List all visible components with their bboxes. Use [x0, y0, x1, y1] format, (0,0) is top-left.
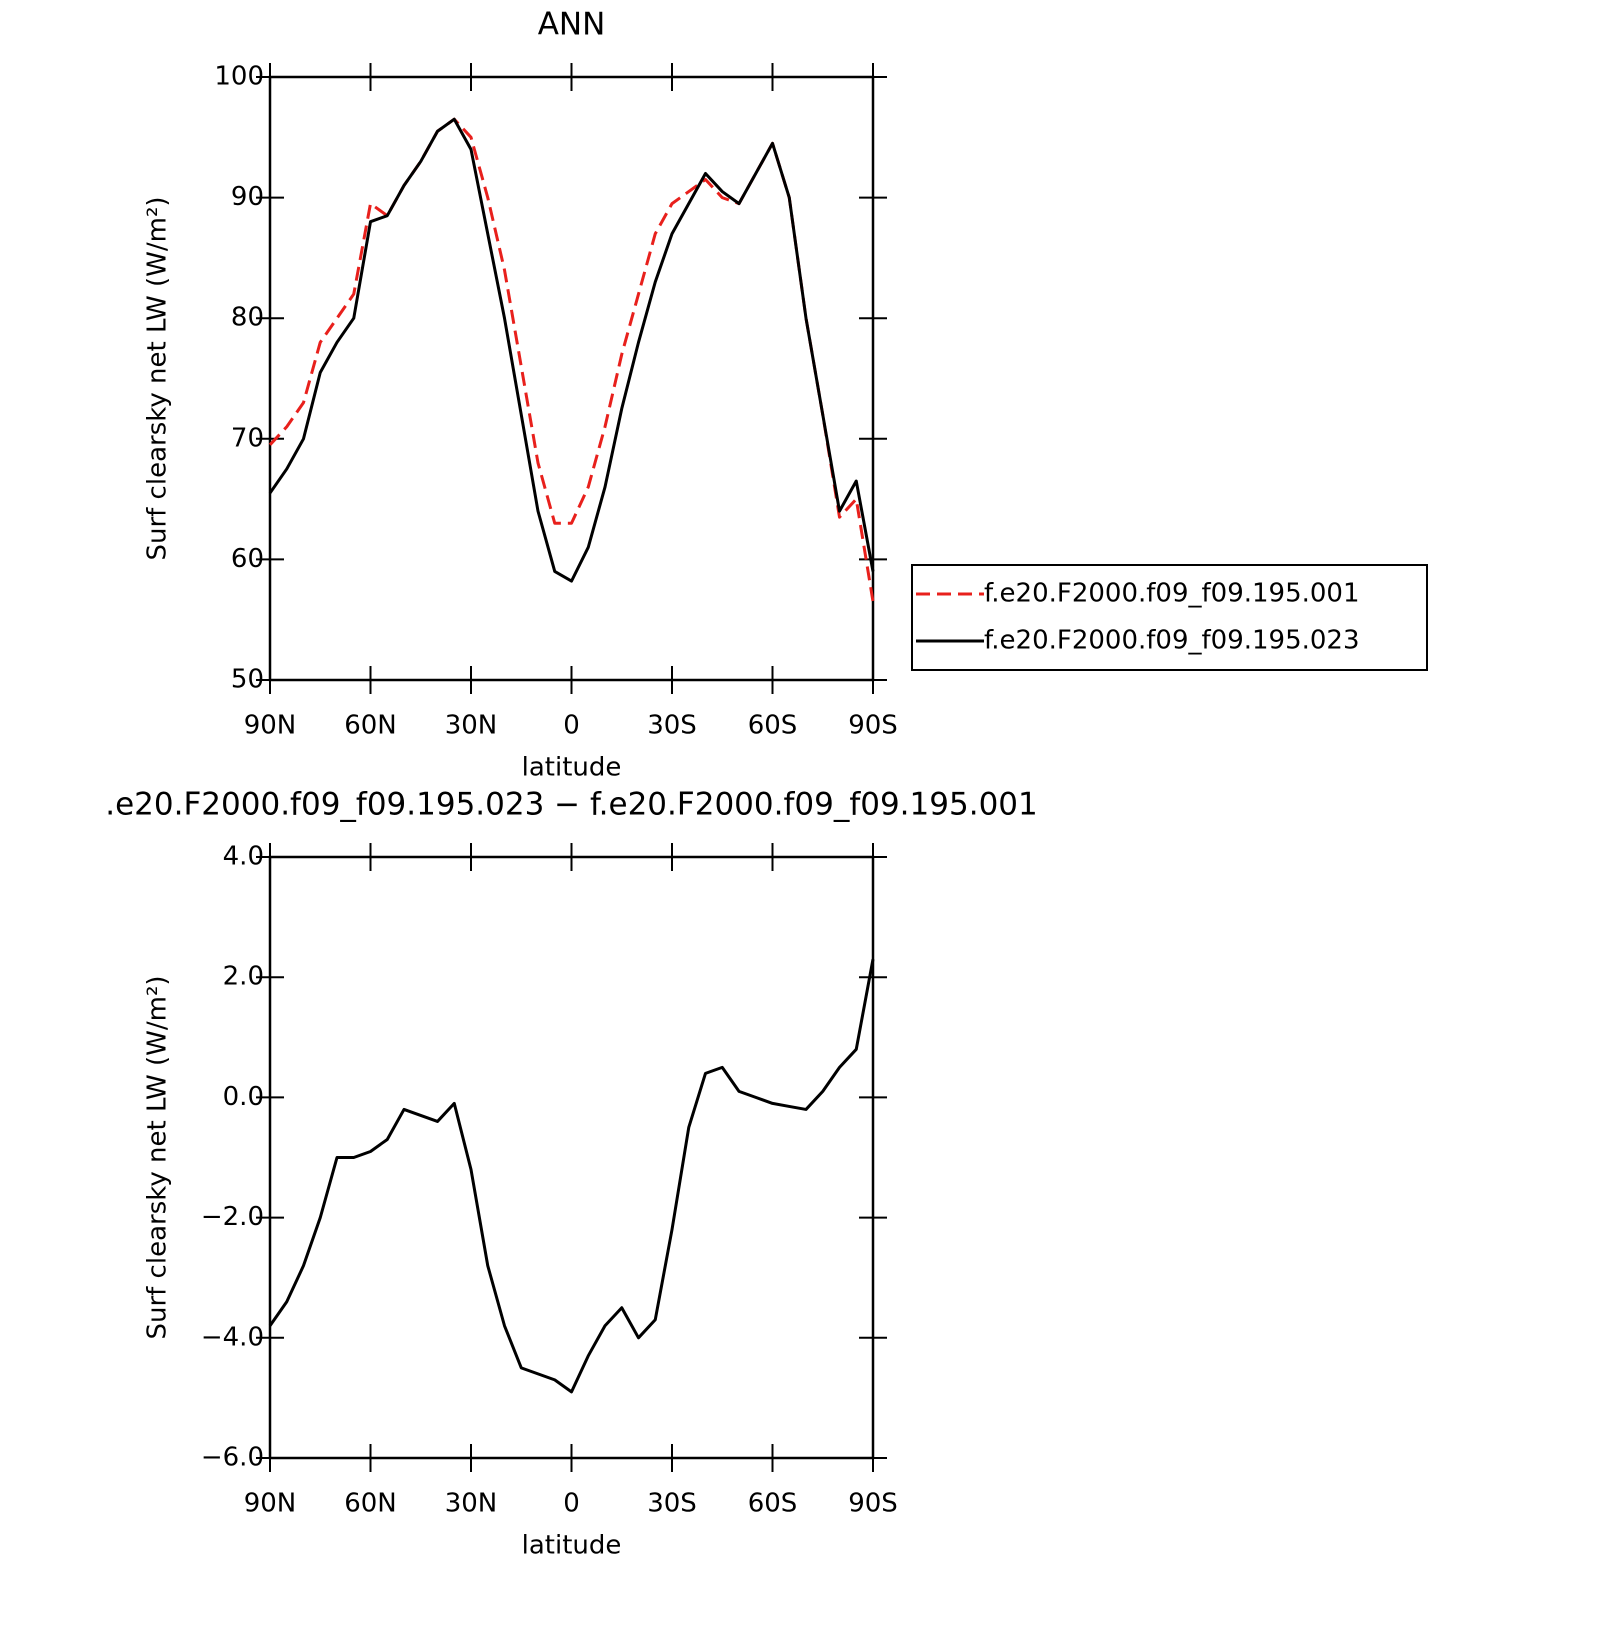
data-line	[268, 117, 875, 583]
x-tick-label: 90S	[848, 711, 898, 741]
legend-label: f.e20.F2000.f09_f09.195.023	[984, 626, 1360, 656]
x-tick-label: 30N	[445, 1489, 498, 1519]
x-tick-label: 60N	[344, 1489, 397, 1519]
x-tick-label: 90N	[244, 711, 297, 741]
x-tick-label: 0	[563, 1489, 580, 1519]
plot-frame	[268, 855, 875, 1460]
y-tick-label: −2.0	[201, 1202, 264, 1232]
x-axis-label: latitude	[522, 753, 622, 783]
legend-label: f.e20.F2000.f09_f09.195.001	[984, 579, 1360, 609]
x-tick-label: 90N	[244, 1489, 297, 1519]
x-tick-label: 0	[563, 711, 580, 741]
y-tick-label: −4.0	[201, 1322, 264, 1352]
x-tick-label: 60N	[344, 711, 397, 741]
x-tick-label: 30S	[647, 711, 697, 741]
y-axis-label: Surf clearsky net LW (W/m²)	[143, 975, 173, 1339]
x-tick-label: 30N	[445, 711, 498, 741]
plot-frame	[268, 75, 875, 682]
x-tick-label: 60S	[748, 711, 798, 741]
x-tick-label: 30S	[647, 1489, 697, 1519]
legend-box	[911, 564, 1428, 671]
y-tick-label: −6.0	[201, 1443, 264, 1473]
x-tick-label: 90S	[848, 1489, 898, 1519]
chart-title: ANN	[538, 7, 606, 43]
y-tick-label: 100	[214, 62, 264, 92]
data-line	[268, 117, 875, 602]
x-tick-label: 60S	[748, 1489, 798, 1519]
data-line	[268, 958, 875, 1394]
y-axis-label: Surf clearsky net LW (W/m²)	[143, 196, 173, 560]
x-axis-label: latitude	[522, 1531, 622, 1561]
chart-title: .e20.F2000.f09_f09.195.023 − f.e20.F2000…	[105, 787, 1037, 823]
